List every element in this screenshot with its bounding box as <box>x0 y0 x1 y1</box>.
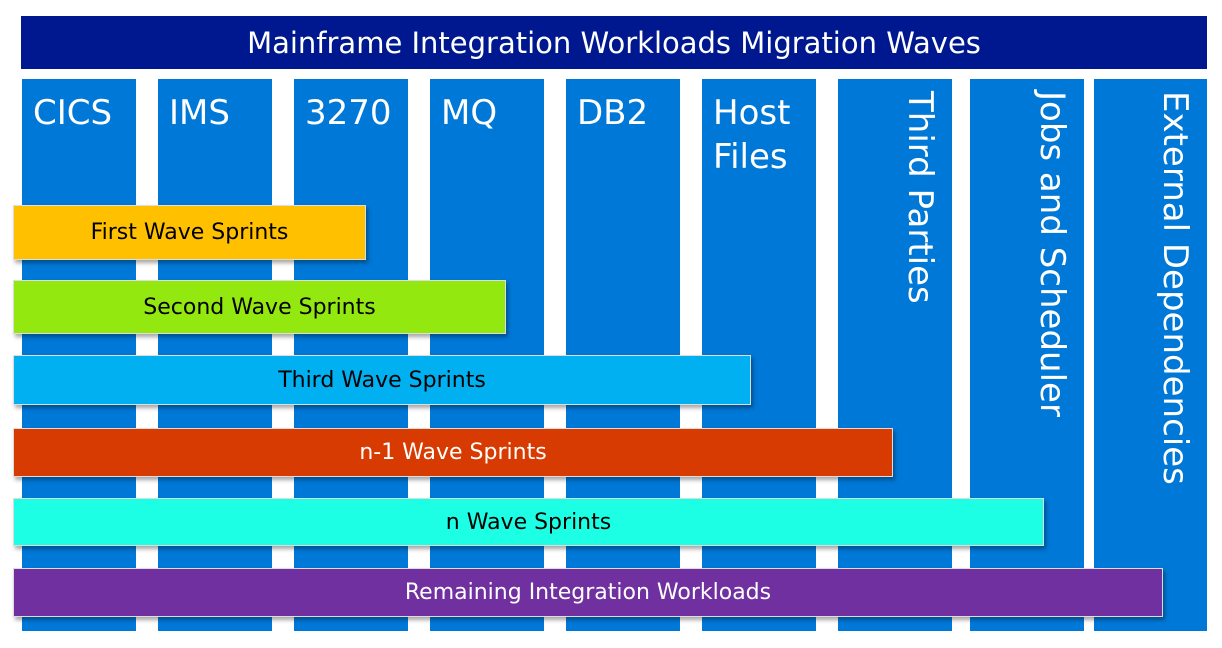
column-label: Jobs and Scheduler <box>1032 91 1072 417</box>
column-third-parties: Third Parties <box>838 79 952 631</box>
wave-bar-second: Second Wave Sprints <box>13 280 506 334</box>
column-label: CICS <box>33 93 113 133</box>
column-jobs-and-scheduler: Jobs and Scheduler <box>970 79 1084 631</box>
column-label: Third Parties <box>900 91 940 304</box>
column-label: Host Files <box>713 93 791 177</box>
wave-bar-remaining: Remaining Integration Workloads <box>13 568 1163 617</box>
column-external-dependencies: External Dependencies <box>1094 79 1207 631</box>
wave-bar-third: Third Wave Sprints <box>13 355 751 405</box>
column-label: MQ <box>441 93 498 133</box>
column-label: IMS <box>169 93 230 133</box>
wave-bar-first: First Wave Sprints <box>13 205 366 260</box>
column-label: DB2 <box>577 93 649 133</box>
column-label: 3270 <box>305 93 392 133</box>
column-label: External Dependencies <box>1155 91 1195 485</box>
wave-bar-n: n Wave Sprints <box>13 498 1044 546</box>
diagram-title: Mainframe Integration Workloads Migratio… <box>21 16 1207 69</box>
wave-bar-n-minus-1: n-1 Wave Sprints <box>13 428 893 477</box>
